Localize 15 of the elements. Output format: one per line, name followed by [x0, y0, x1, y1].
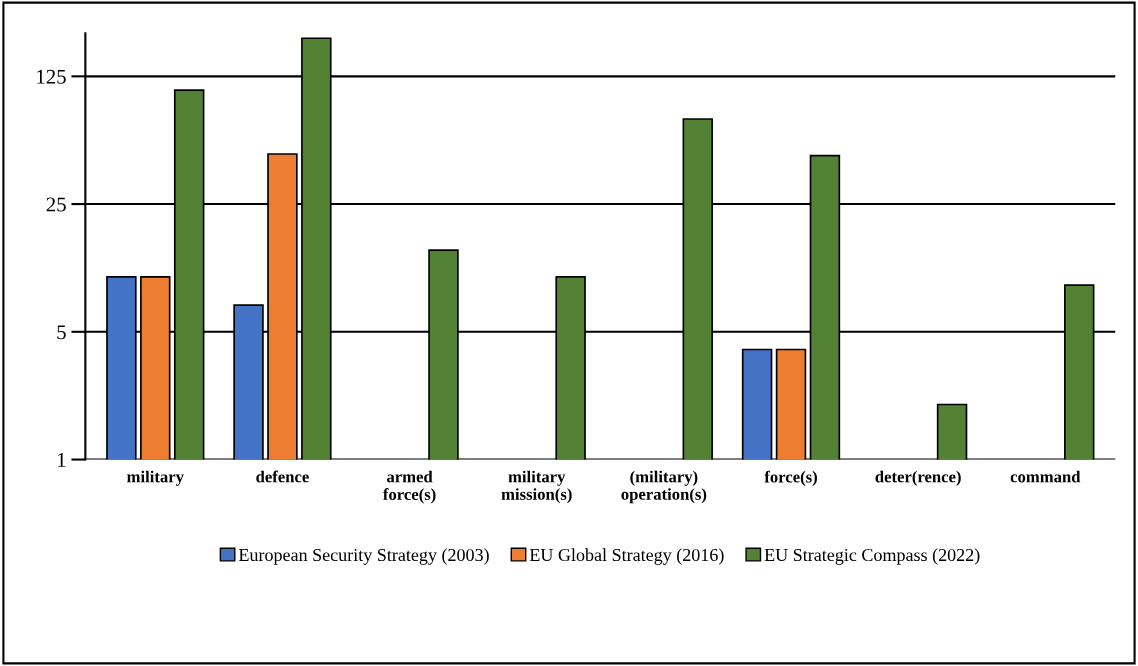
y-tick-label: 125 — [37, 69, 66, 84]
x-tick-label: deter(rence) — [875, 470, 961, 486]
x-tick-label: military — [127, 470, 184, 486]
x-tick-label: military mission(s) — [501, 470, 572, 504]
legend-label: EU Strategic Compass (2022) — [764, 548, 980, 565]
x-tick-label: force(s) — [764, 470, 817, 486]
y-tick-label: 25 — [46, 197, 66, 212]
x-tick-label: armed force(s) — [383, 470, 436, 504]
legend-label: EU Global Strategy (2016) — [529, 548, 724, 565]
x-tick-label: command — [1010, 470, 1081, 483]
y-tick-label: 5 — [57, 325, 66, 340]
x-tick-label: defence — [256, 470, 309, 483]
x-tick-label: (military) operation(s) — [621, 470, 707, 504]
y-tick-label: 1 — [58, 453, 66, 467]
legend-label: European Security Strategy (2003) — [238, 548, 489, 565]
